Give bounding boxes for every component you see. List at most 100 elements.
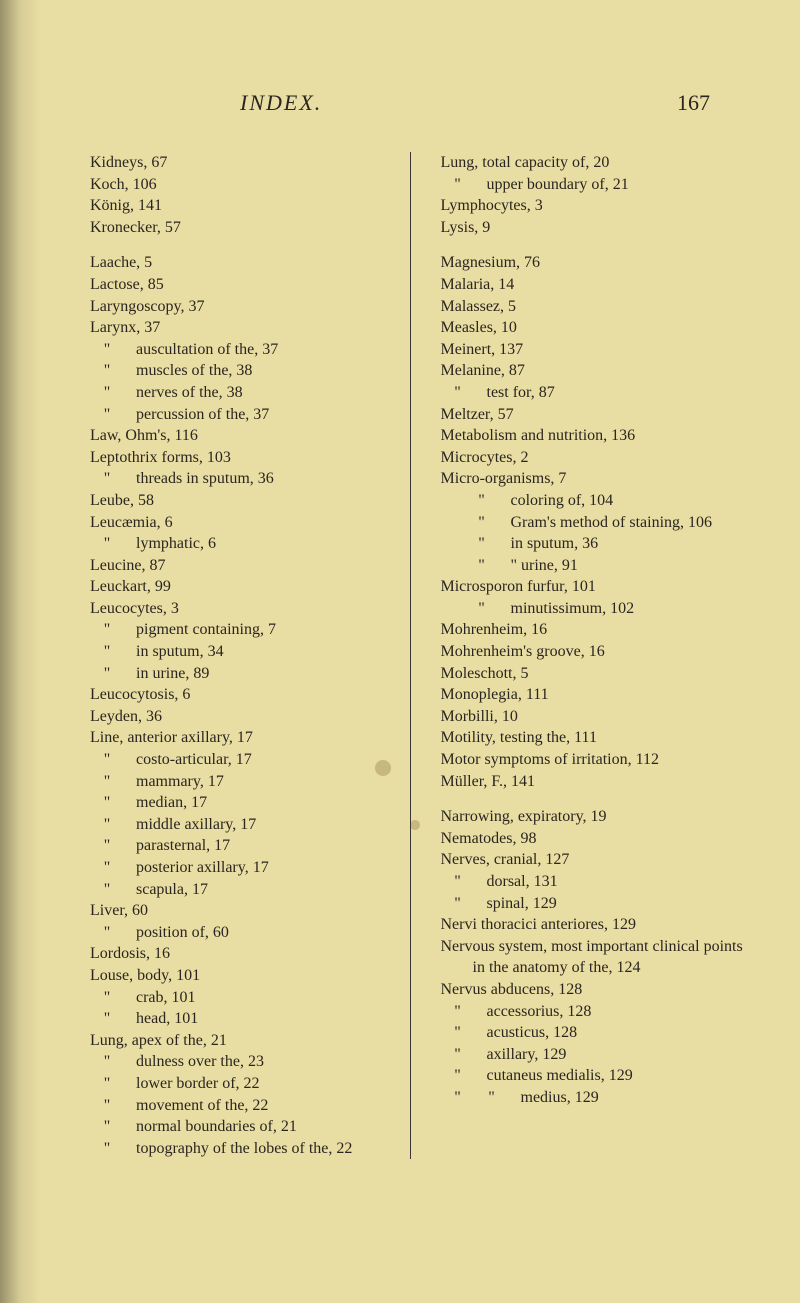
ditto-mark: " <box>489 490 507 512</box>
ditto-mark: " <box>114 1116 132 1138</box>
index-subentry: " test for, 87 <box>441 382 751 404</box>
index-entry: Leube, 58 <box>90 490 400 512</box>
index-subentry: " scapula, 17 <box>90 879 400 901</box>
index-entry: Lymphocytes, 3 <box>441 195 751 217</box>
index-subentry: " in sputum, 34 <box>90 641 400 663</box>
index-subentry: " upper boundary of, 21 <box>441 174 751 196</box>
ditto-mark: " <box>114 922 132 944</box>
ditto-mark: " <box>114 404 132 426</box>
subentry-text: in urine, 89 <box>136 665 209 682</box>
index-entry: Leucine, 87 <box>90 555 400 577</box>
subentry-text: accessorius, 128 <box>487 1003 592 1020</box>
section-break <box>441 792 751 806</box>
left-column: Kidneys, 67 Koch, 106 König, 141 Kroneck… <box>90 152 411 1159</box>
ditto-mark: " <box>465 1065 483 1087</box>
index-subentry: " " urine, 91 <box>441 555 751 577</box>
index-entry: Meltzer, 57 <box>441 404 751 426</box>
subentry-text: muscles of the, 38 <box>136 362 252 379</box>
index-entry: König, 141 <box>90 195 400 217</box>
subentry-text: posterior axillary, 17 <box>136 859 269 876</box>
index-subentry: " topography of the lobes of the, 22 <box>90 1138 400 1160</box>
subentry-text: axillary, 129 <box>487 1046 567 1063</box>
index-entry: Motor symptoms of irritation, 112 <box>441 749 751 771</box>
index-subentry: " cutaneus medialis, 129 <box>441 1065 751 1087</box>
index-subentry: " crab, 101 <box>90 987 400 1009</box>
index-subentry: " minutissimum, 102 <box>441 598 751 620</box>
subentry-text: median, 17 <box>136 794 207 811</box>
foxing-spot <box>375 760 391 776</box>
ditto-mark: " <box>114 792 132 814</box>
ditto-mark: " <box>465 1022 483 1044</box>
subentry-text: costo-articular, 17 <box>136 751 252 768</box>
index-subentry: " threads in sputum, 36 <box>90 468 400 490</box>
index-entry: Laache, 5 <box>90 252 400 274</box>
ditto-mark: " <box>114 1095 132 1117</box>
ditto-mark: " <box>114 879 132 901</box>
index-entry: Koch, 106 <box>90 174 400 196</box>
index-entry: Morbilli, 10 <box>441 706 751 728</box>
subentry-text: in sputum, 34 <box>136 643 224 660</box>
index-subentry: " auscultation of the, 37 <box>90 339 400 361</box>
index-entry: Nervi thoracici anteriores, 129 <box>441 914 751 936</box>
section-break <box>90 238 400 252</box>
ditto-mark: " <box>114 814 132 836</box>
index-entry: Lung, apex of the, 21 <box>90 1030 400 1052</box>
ditto-mark: " <box>489 598 507 620</box>
subentry-text: coloring of, 104 <box>511 492 614 509</box>
subentry-text: dulness over the, 23 <box>136 1053 264 1070</box>
index-entry: Kidneys, 67 <box>90 152 400 174</box>
subentry-text: lower border of, 22 <box>136 1075 260 1092</box>
subentry-text: nerves of the, 38 <box>136 384 243 401</box>
index-subentry: " costo-articular, 17 <box>90 749 400 771</box>
index-entry: Narrowing, expiratory, 19 <box>441 806 751 828</box>
index-entry: Microcytes, 2 <box>441 447 751 469</box>
index-entry: Leucocytosis, 6 <box>90 684 400 706</box>
ditto-mark: " <box>114 360 132 382</box>
subentry-text: pigment containing, 7 <box>136 621 276 638</box>
index-subentry: " percussion of the, 37 <box>90 404 400 426</box>
index-entry: Motility, testing the, 111 <box>441 727 751 749</box>
index-entry: Laryngoscopy, 37 <box>90 296 400 318</box>
subentry-text: normal boundaries of, 21 <box>136 1118 297 1135</box>
index-entry: Meinert, 137 <box>441 339 751 361</box>
index-subentry: " normal boundaries of, 21 <box>90 1116 400 1138</box>
index-entry: Nervous system, most important clinical … <box>441 936 751 979</box>
ditto-mark: " <box>114 987 132 1009</box>
index-entry: Magnesium, 76 <box>441 252 751 274</box>
index-entry: Nerves, cranial, 127 <box>441 849 751 871</box>
index-entry: Micro-organisms, 7 <box>441 468 751 490</box>
index-title: INDEX. <box>240 90 322 116</box>
index-subentry: " median, 17 <box>90 792 400 814</box>
subentry-text: auscultation of the, 37 <box>136 341 278 358</box>
ditto-mark: " <box>114 663 132 685</box>
ditto-mark: " <box>114 1008 132 1030</box>
index-entry: Lysis, 9 <box>441 217 751 239</box>
ditto-mark: " <box>489 512 507 534</box>
index-subentry: " coloring of, 104 <box>441 490 751 512</box>
index-entry: Malaria, 14 <box>441 274 751 296</box>
index-subentry: " dorsal, 131 <box>441 871 751 893</box>
index-entry: Measles, 10 <box>441 317 751 339</box>
subentry-text: in sputum, 36 <box>511 535 599 552</box>
ditto-mark: " <box>465 1044 483 1066</box>
ditto-mark: " <box>114 339 132 361</box>
index-subentry: " lymphatic, 6 <box>90 533 400 555</box>
subentry-text: " urine, 91 <box>511 557 578 574</box>
index-subentry: " position of, 60 <box>90 922 400 944</box>
index-entry: Nematodes, 98 <box>441 828 751 850</box>
spine-shadow <box>0 0 40 1303</box>
index-subentry: " lower border of, 22 <box>90 1073 400 1095</box>
index-entry: Leucæmia, 6 <box>90 512 400 534</box>
foxing-spot <box>410 820 420 830</box>
ditto-mark: " <box>114 857 132 879</box>
index-entry: Louse, body, 101 <box>90 965 400 987</box>
subentry-text: acusticus, 128 <box>487 1024 578 1041</box>
index-entry: Leptothrix forms, 103 <box>90 447 400 469</box>
subentry-text: upper boundary of, 21 <box>487 176 629 193</box>
subentry-text: head, 101 <box>136 1010 198 1027</box>
subentry-text: position of, 60 <box>136 924 229 941</box>
subentry-text: movement of the, 22 <box>136 1097 268 1114</box>
index-entry: Monoplegia, 111 <box>441 684 751 706</box>
subentry-text: parasternal, 17 <box>136 837 230 854</box>
index-entry: Liver, 60 <box>90 900 400 922</box>
